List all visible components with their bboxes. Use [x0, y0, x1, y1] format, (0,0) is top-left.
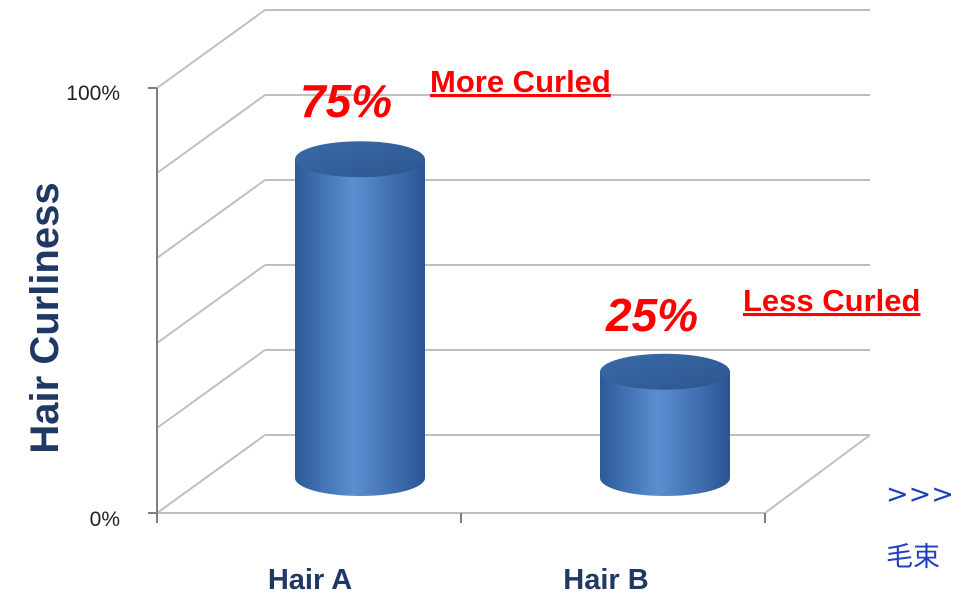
gridline-side: [156, 264, 266, 344]
x-tick-label: Hair B: [563, 564, 648, 596]
y-axis-label: Hair Curliness: [23, 182, 67, 453]
bar-body: [295, 159, 425, 496]
bar-top: [295, 141, 425, 178]
data-label: 25%: [605, 289, 698, 341]
floor-edge: [764, 434, 871, 514]
data-label: 75%: [300, 75, 392, 127]
bar-top: [600, 353, 730, 390]
gridline-side: [156, 179, 266, 259]
x-tick-label: Hair A: [268, 564, 352, 596]
y-tick-label: 100%: [66, 82, 120, 105]
gridline-side: [156, 349, 266, 429]
axes: [148, 87, 766, 523]
gridline-side: [156, 9, 266, 89]
annotation-text: Less Curled: [743, 283, 920, 318]
footer-text: 毛束: [886, 542, 940, 573]
gridline-side: [156, 94, 266, 174]
y-tick-label: 0%: [90, 508, 120, 531]
bar: [295, 141, 425, 496]
footer-text: >>>: [886, 479, 954, 510]
bar-body: [600, 371, 730, 496]
gridline-side: [156, 434, 266, 514]
bars: [295, 141, 730, 496]
annotation-text: More Curled: [430, 64, 611, 99]
bar: [600, 353, 730, 496]
